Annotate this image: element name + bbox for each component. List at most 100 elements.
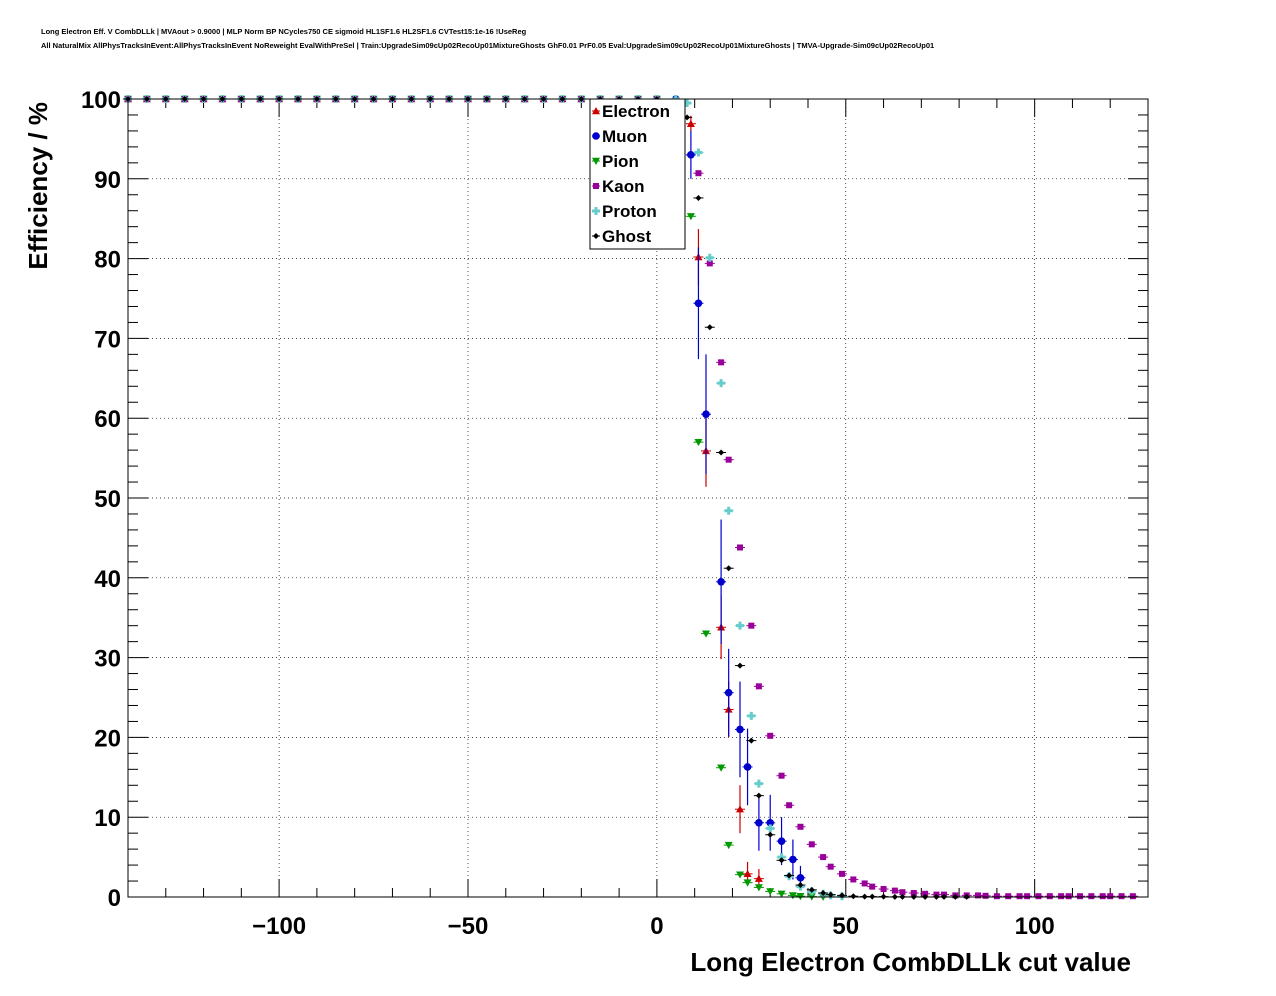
- legend-label-pion: Pion: [602, 152, 639, 171]
- legend-marker-proton: [592, 207, 600, 215]
- kaon-point: [748, 622, 755, 629]
- kaon-point: [820, 854, 827, 861]
- kaon-point: [695, 170, 702, 177]
- ghost-point: [767, 831, 774, 838]
- ghost-point: [820, 890, 827, 897]
- kaon-point: [891, 887, 898, 894]
- ghost-point: [706, 324, 713, 331]
- muon-point: [796, 874, 805, 882]
- chart-title-line-1: Long Electron Eff. V CombDLLk | MVAout >…: [41, 27, 527, 36]
- y-tick-label: 50: [94, 486, 121, 513]
- kaon-point: [1077, 893, 1083, 900]
- x-tick-label: −50: [448, 913, 489, 940]
- y-tick-label: 40: [94, 566, 121, 593]
- legend-marker-electron: [592, 107, 600, 115]
- muon-point: [736, 725, 744, 734]
- kaon-point: [706, 260, 713, 267]
- kaon-point: [1005, 893, 1012, 900]
- kaon-point: [982, 892, 989, 899]
- electron-point: [736, 805, 744, 813]
- series-proton: [123, 95, 847, 901]
- kaon-point: [1065, 893, 1072, 900]
- pion-point: [702, 630, 710, 638]
- ghost-point: [850, 893, 857, 900]
- ghost-point: [725, 565, 732, 572]
- electron-point: [743, 869, 752, 878]
- y-tick-label: 0: [108, 885, 121, 912]
- legend-box: [589, 98, 686, 250]
- legend-label-ghost: Ghost: [602, 227, 651, 246]
- pion-point: [788, 892, 797, 900]
- legend-label-kaon: Kaon: [602, 177, 645, 196]
- pion-point: [724, 841, 733, 850]
- y-axis-label: Efficiency / %: [23, 102, 53, 270]
- pion-point: [694, 438, 703, 447]
- proton-point: [683, 98, 692, 107]
- legend-marker-pion: [592, 157, 600, 165]
- proton-point: [705, 253, 714, 262]
- kaon-point: [786, 802, 793, 809]
- kaon-point: [922, 890, 929, 897]
- electron-point: [754, 874, 763, 882]
- kaon-point: [850, 876, 857, 883]
- pion-point: [717, 764, 726, 772]
- ghost-point: [748, 737, 755, 744]
- kaon-point: [808, 841, 815, 848]
- kaon-point: [1099, 893, 1106, 900]
- y-tick-label: 30: [94, 646, 121, 673]
- kaon-point: [1016, 893, 1023, 900]
- legend-marker-muon: [592, 132, 600, 140]
- chart-title-line-2: All NaturalMix AllPhysTracksInEvent:AllP…: [41, 41, 935, 50]
- proton-point: [717, 379, 726, 388]
- kaon-point: [1035, 893, 1042, 900]
- x-tick-label: 0: [650, 913, 663, 940]
- muon-point: [777, 837, 786, 845]
- kaon-point: [755, 683, 762, 690]
- pion-point: [754, 884, 763, 892]
- y-tick-label: 100: [81, 87, 121, 114]
- ghost-point: [827, 891, 834, 898]
- kaon-point: [975, 892, 981, 899]
- x-tick-label: −100: [252, 913, 306, 940]
- y-tick-label: 20: [94, 725, 121, 752]
- kaon-point: [899, 889, 906, 896]
- kaon-point: [767, 732, 774, 739]
- kaon-point: [1107, 893, 1114, 900]
- muon-point: [687, 151, 695, 159]
- ghost-point: [695, 194, 702, 201]
- legend: Electron Muon Pion Kaon Proton Ghost: [589, 98, 686, 250]
- proton-point: [766, 824, 775, 833]
- kaon-point: [910, 890, 917, 897]
- kaon-point: [737, 544, 743, 551]
- kaon-point: [839, 870, 845, 877]
- muon-point: [755, 818, 763, 827]
- proton-point: [724, 506, 733, 515]
- pion-point: [766, 888, 775, 896]
- kaon-point: [1118, 893, 1125, 900]
- ghost-point: [718, 449, 725, 456]
- muon-point: [724, 688, 733, 697]
- kaon-point: [827, 863, 834, 870]
- proton-point: [754, 779, 763, 788]
- kaon-point: [1024, 893, 1031, 900]
- muon-point: [717, 577, 725, 586]
- y-tick-label: 70: [94, 326, 121, 353]
- pion-point: [736, 871, 744, 879]
- muon-point: [694, 299, 703, 308]
- y-tick-label: 10: [94, 805, 121, 832]
- pion-point: [743, 879, 752, 887]
- kaon-point: [1046, 893, 1053, 900]
- legend-marker-kaon: [593, 183, 599, 189]
- proton-point: [694, 148, 703, 157]
- ghost-point: [684, 114, 691, 121]
- kaon-point: [1088, 893, 1095, 900]
- muon-point: [702, 410, 710, 419]
- kaon-point: [861, 880, 868, 887]
- kaon-point: [725, 456, 732, 463]
- ghost-point: [797, 882, 804, 889]
- kaon-point: [1129, 893, 1136, 900]
- ghost-point: [778, 857, 785, 864]
- muon-point: [789, 855, 797, 864]
- proton-point: [747, 711, 756, 720]
